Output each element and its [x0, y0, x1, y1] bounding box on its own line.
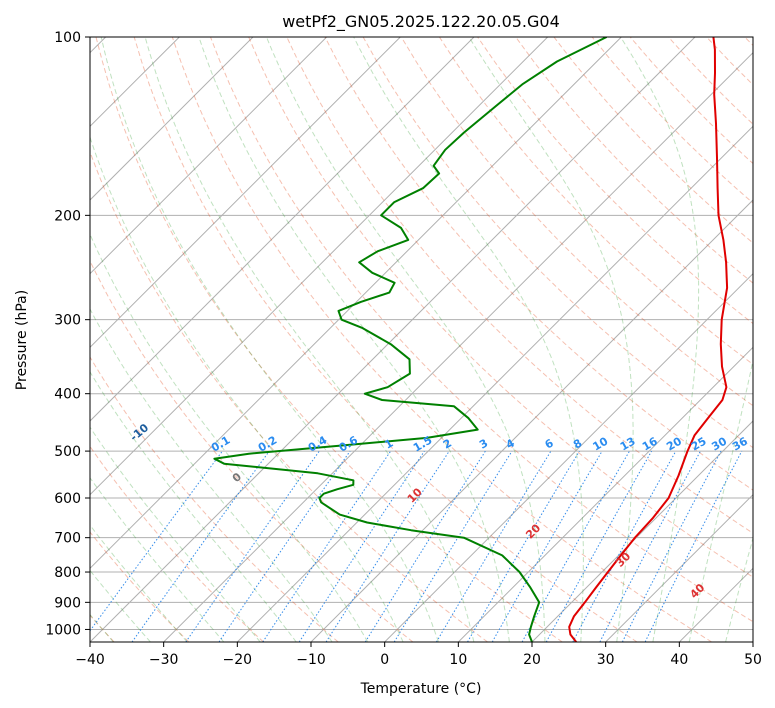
isotherm-line	[90, 37, 328, 275]
moist-adiabats	[0, 37, 775, 642]
moist-adiabat-line	[144, 37, 475, 642]
dry-adiabat-line	[95, 37, 563, 642]
y-tick-label: 900	[54, 595, 81, 611]
isotherm-line	[457, 346, 753, 642]
moist-adiabat-line	[620, 37, 700, 642]
plot-frame	[89, 36, 754, 643]
y-tick-label: 800	[54, 565, 81, 581]
moist-adiabat-line	[0, 37, 76, 642]
moist-adiabat-line	[762, 37, 775, 642]
mixing-ratio-line	[185, 450, 320, 642]
x-tick-label: 0	[380, 652, 389, 668]
dry-adiabat-line	[438, 37, 753, 366]
x-tick-label: 10	[449, 652, 467, 668]
x-axis-label: Temperature (°C)	[360, 681, 482, 697]
moist-adiabat-line	[688, 358, 753, 642]
dry-adiabat-line	[515, 37, 753, 284]
dry-adiabat-line	[90, 259, 414, 642]
dry-adiabat-line	[400, 37, 753, 407]
moist-adiabat-line	[266, 37, 546, 642]
x-tick-label: −30	[149, 652, 179, 668]
dry-adiabat-line	[133, 37, 638, 642]
y-tick-label: 1000	[45, 622, 81, 638]
mixing-ratio-line	[435, 450, 552, 642]
plot-area	[90, 37, 753, 642]
isotherm-line	[384, 272, 753, 642]
moist-adiabat-line	[90, 135, 404, 642]
isotherm-line	[310, 199, 753, 642]
mixing-ratio-line	[521, 450, 630, 642]
y-tick-label: 700	[54, 531, 81, 547]
dry-adiabat-line	[90, 531, 190, 642]
moist-adiabat-line	[90, 426, 261, 642]
mixing-ratio-line	[90, 450, 223, 632]
moist-adiabat-line	[90, 233, 369, 642]
x-tick-label: −10	[296, 652, 326, 668]
y-axis-label: Pressure (hPa)	[14, 290, 30, 390]
y-tick-label: 500	[54, 444, 81, 460]
dry-adiabat-line	[324, 37, 753, 491]
x-tick-label: 20	[523, 652, 541, 668]
dry-adiabat-line	[248, 37, 753, 578]
isotherm-line	[90, 37, 696, 642]
mixing-ratio-line	[599, 450, 701, 642]
y-tick-label: 200	[54, 208, 81, 224]
mixing-ratio-line	[218, 450, 351, 642]
moist-adiabat-line	[100, 37, 439, 642]
isotherm-line	[163, 51, 753, 642]
moist-adiabat-line	[468, 37, 634, 642]
x-tick-label: 30	[597, 652, 615, 668]
chart-title: wetPf2_GN05.2025.122.20.05.G04	[282, 12, 560, 32]
x-tick-label: −20	[223, 652, 253, 668]
y-tick-label: 100	[54, 30, 81, 46]
x-tick-label: 40	[670, 652, 688, 668]
dry-adiabat-line	[171, 37, 712, 642]
dry-adiabats	[90, 37, 753, 642]
isotherm-line	[90, 37, 475, 422]
mixing-ratio-line	[364, 450, 486, 642]
moist-adiabat-line	[198, 37, 510, 642]
x-tick-label: 50	[744, 652, 762, 668]
mixing-ratio-line	[545, 450, 653, 642]
isotherm-line	[605, 493, 753, 642]
y-tick-label: 600	[54, 491, 81, 507]
isotherm-line	[90, 37, 622, 570]
isotherm-line	[90, 37, 549, 496]
isotherm-line	[90, 37, 254, 201]
dry-adiabat-line	[90, 445, 264, 642]
moist-adiabat-line	[353, 37, 584, 642]
mixing-ratio-line	[325, 450, 450, 642]
axis-ticks: −40 −30 −20 −10 0 10 20 30 40 50 100 200 300 400 500 60…	[45, 30, 762, 668]
mixing-ratio-line	[131, 450, 270, 642]
temperature-profile-line	[568, 37, 729, 642]
mixing-ratio-line	[393, 450, 513, 642]
dry-adiabat-line	[90, 356, 339, 642]
isotherm-line	[236, 125, 753, 642]
mixing-ratio-line	[644, 450, 743, 642]
mixing-ratio-line	[621, 450, 722, 642]
profile-lines	[213, 37, 729, 642]
dewpoint-profile-line	[213, 37, 608, 642]
moist-adiabat-line	[90, 476, 225, 642]
moist-adiabat-line	[90, 308, 333, 642]
moist-adiabat-line	[725, 536, 753, 642]
y-tick-label: 400	[54, 387, 81, 403]
x-tick-label: −40	[75, 652, 105, 668]
grid-layer	[90, 37, 753, 642]
mixing-ratio-line	[262, 450, 392, 642]
isotherm-line	[752, 641, 753, 642]
isotherm-line	[90, 37, 401, 349]
dry-adiabat-line	[90, 150, 488, 642]
mixing-ratio-line	[298, 450, 425, 642]
dry-adiabat-line	[210, 37, 753, 623]
y-tick-label: 300	[54, 313, 81, 329]
